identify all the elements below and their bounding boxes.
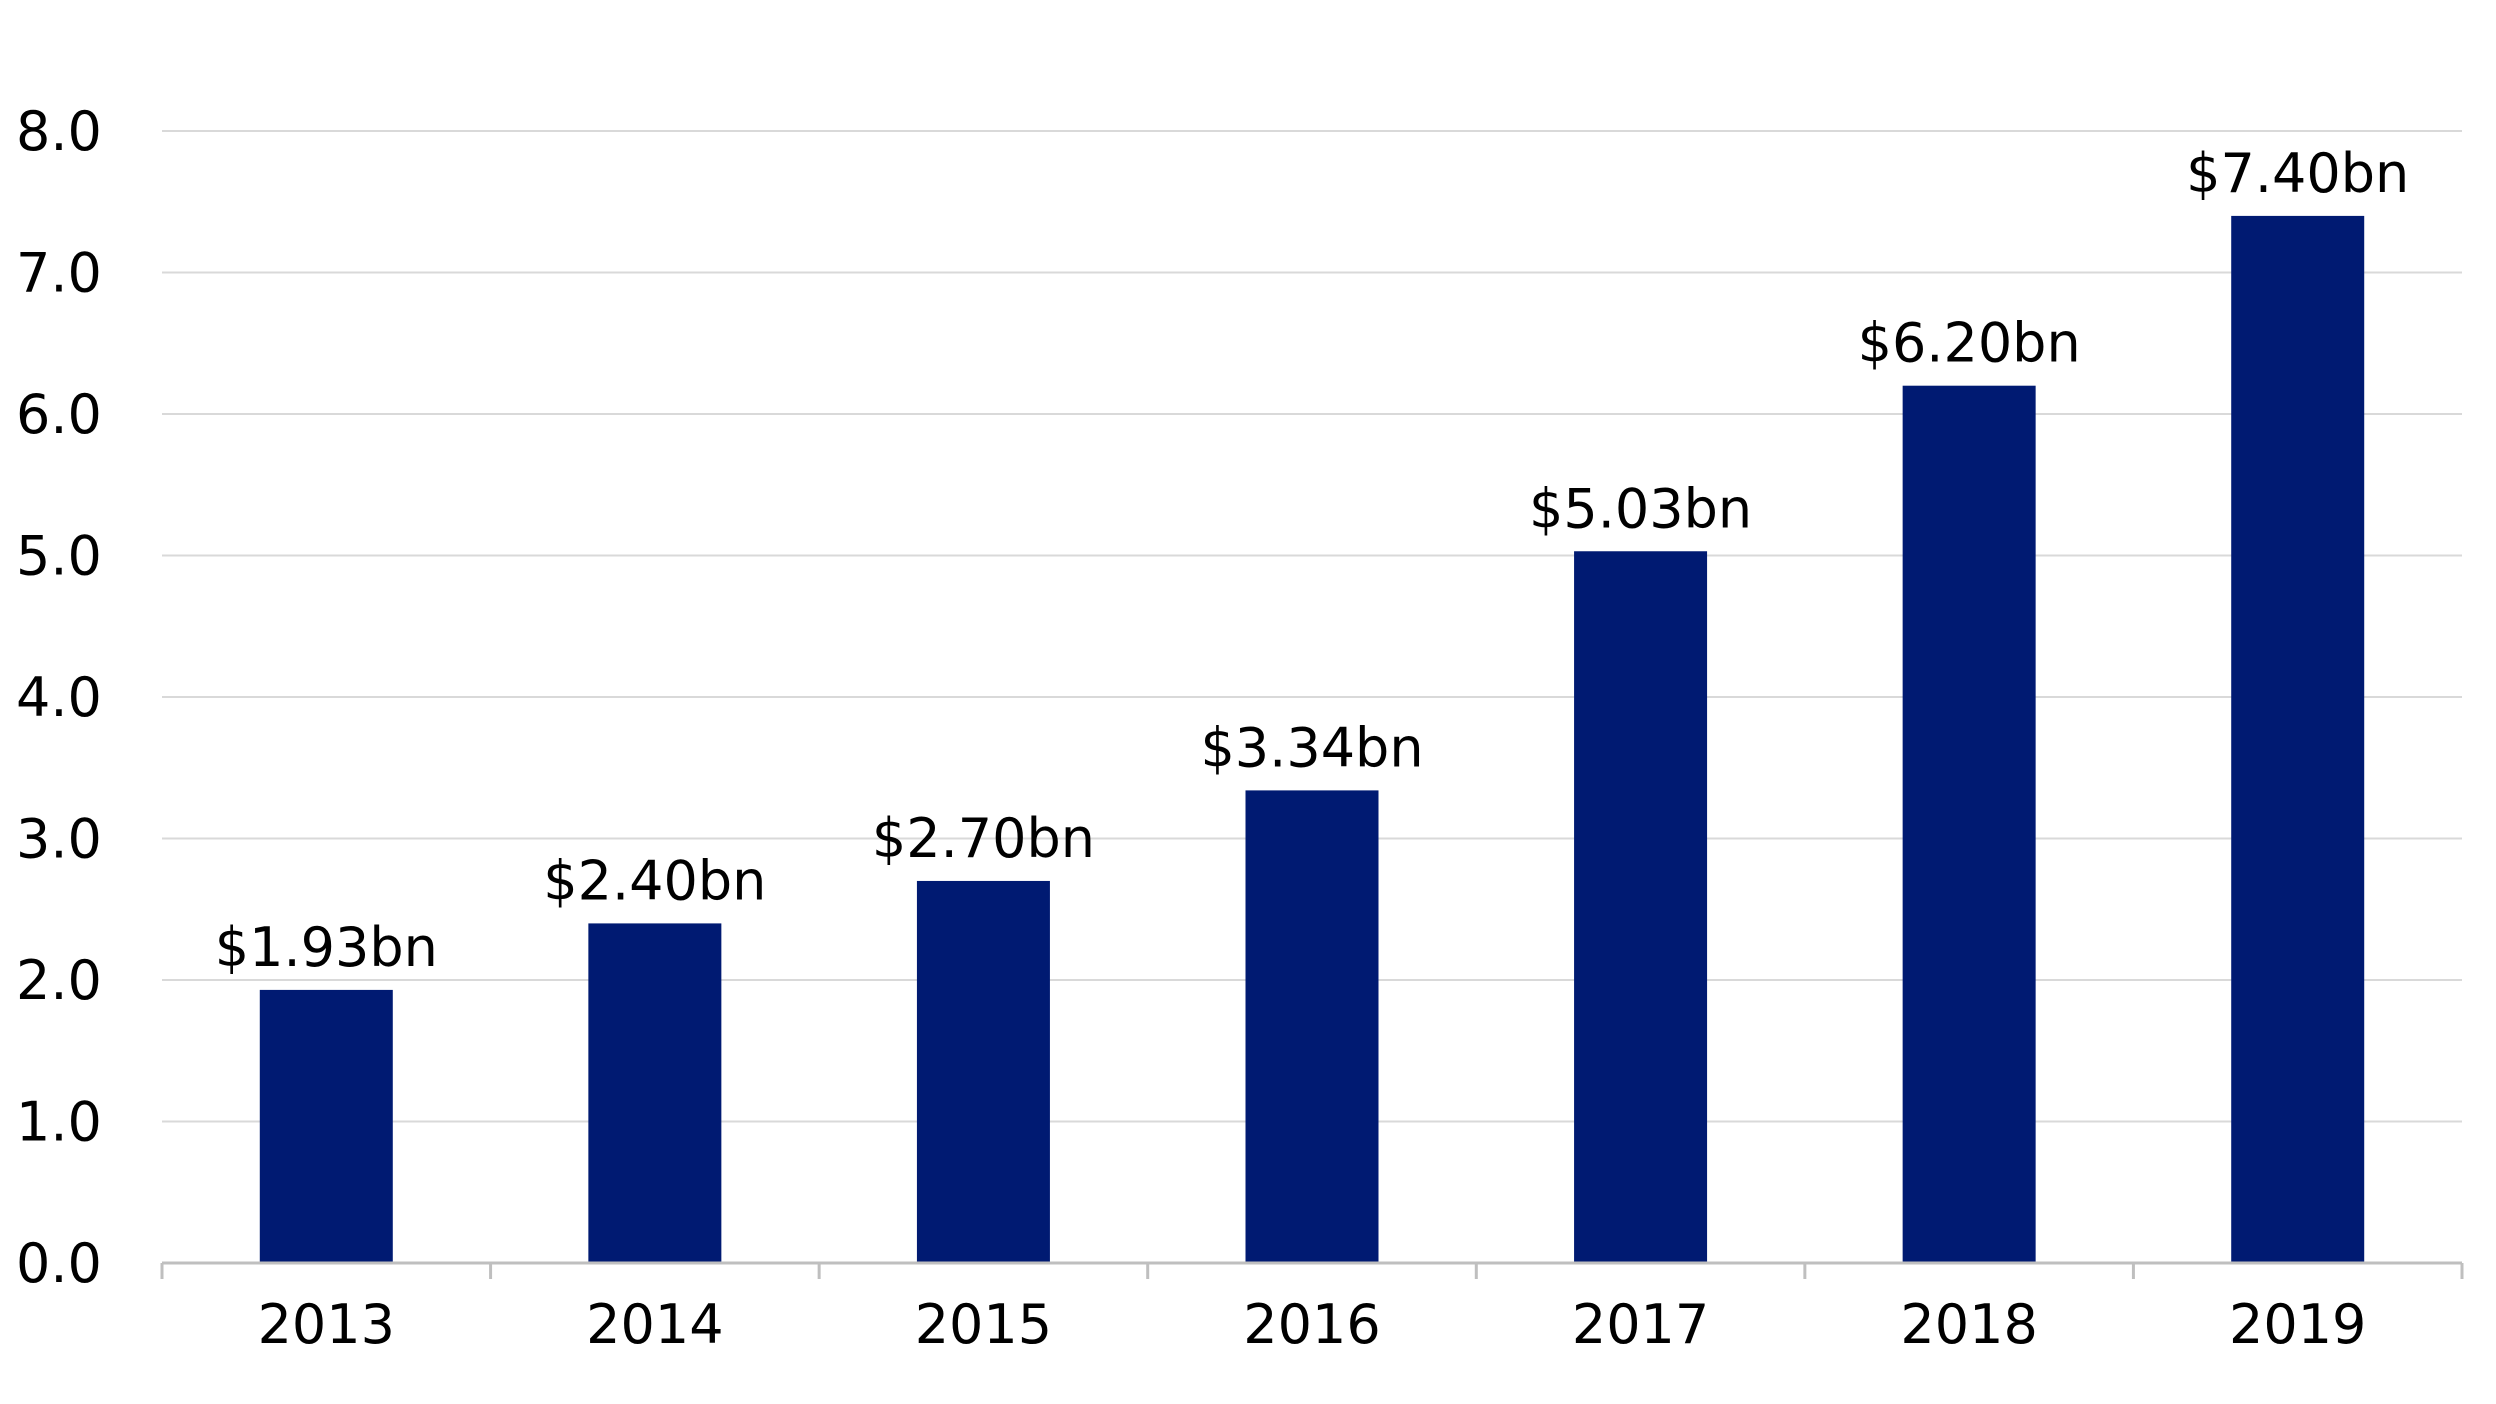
x-tick-label-2019: 2019 <box>2229 1293 2366 1356</box>
bars <box>259 215 2365 1263</box>
y-axis-tick-labels: 0.0 1.0 2.0 3.0 4.0 5.0 6.0 7.0 8.0 <box>16 100 102 1295</box>
x-axis <box>160 1261 2464 1279</box>
y-tick-label: 6.0 <box>16 383 102 446</box>
y-tick-label: 8.0 <box>16 100 102 163</box>
y-tick-label: 4.0 <box>16 666 102 729</box>
y-tick-label: 0.0 <box>16 1232 102 1295</box>
bar-2018 <box>1902 385 2036 1263</box>
data-label-2019: $7.40bn <box>2186 142 2409 205</box>
data-label-2016: $3.34bn <box>1200 716 1423 779</box>
bar-2017 <box>1574 551 1708 1263</box>
data-label-2017: $5.03bn <box>1529 477 1752 540</box>
x-axis-tick-labels: 2013 2014 2015 2016 2017 2018 2019 <box>258 1293 2367 1356</box>
bar-2014 <box>588 923 722 1263</box>
data-labels: $1.93bn $2.40bn $2.70bn $3.34bn $5.03bn $6.20… <box>215 142 2410 979</box>
x-tick-label-2014: 2014 <box>586 1293 723 1356</box>
y-tick-label: 7.0 <box>16 242 102 305</box>
y-tick-label: 3.0 <box>16 808 102 871</box>
data-label-2014: $2.40bn <box>543 849 766 912</box>
x-tick-label-2017: 2017 <box>1572 1293 1709 1356</box>
x-tick-label-2015: 2015 <box>915 1293 1052 1356</box>
data-label-2018: $6.20bn <box>1858 312 2081 375</box>
y-tick-label: 1.0 <box>16 1091 102 1154</box>
x-tick-label-2013: 2013 <box>258 1293 395 1356</box>
y-tick-label: 5.0 <box>16 525 102 588</box>
data-label-2015: $2.70bn <box>872 807 1095 870</box>
x-tick-label-2016: 2016 <box>1243 1293 1380 1356</box>
bar-2015 <box>916 880 1050 1263</box>
x-tick-label-2018: 2018 <box>1900 1293 2037 1356</box>
bar-2019 <box>2231 215 2365 1263</box>
bar-2013 <box>259 989 393 1263</box>
y-tick-label: 2.0 <box>16 949 102 1012</box>
bar-2016 <box>1245 790 1379 1263</box>
data-label-2013: $1.93bn <box>215 916 438 979</box>
